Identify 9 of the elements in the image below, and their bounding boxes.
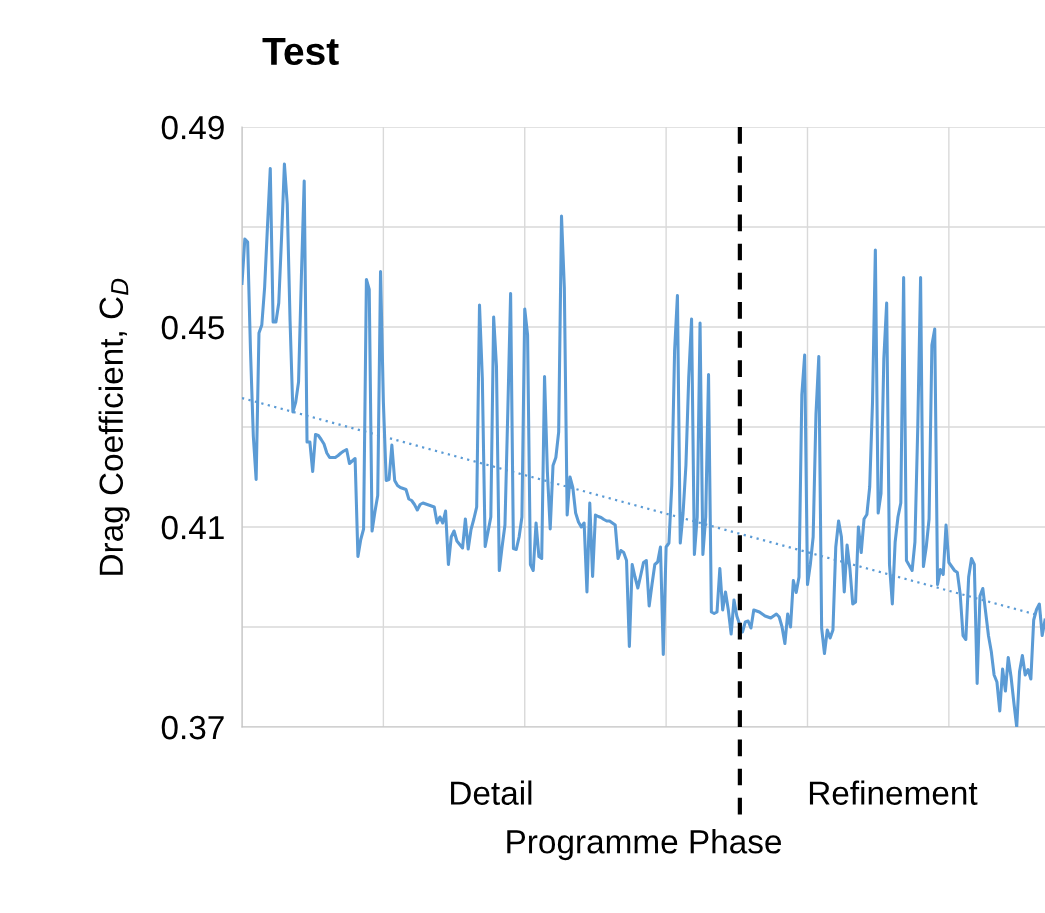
chart-title: Test [262, 37, 339, 66]
y-tick-label: 0.41 [161, 515, 224, 540]
y-tick-label: 0.37 [161, 715, 224, 740]
text: Refinement [809, 780, 978, 805]
y-tick-label: 0.49 [161, 115, 224, 140]
y-tick-label: 0.45 [161, 315, 224, 340]
x-axis-title: Programme Phase [507, 829, 781, 861]
y-axis-title: Drag Coefficient, C$_{D}$ [98, 278, 130, 575]
text: Detail [451, 780, 532, 805]
